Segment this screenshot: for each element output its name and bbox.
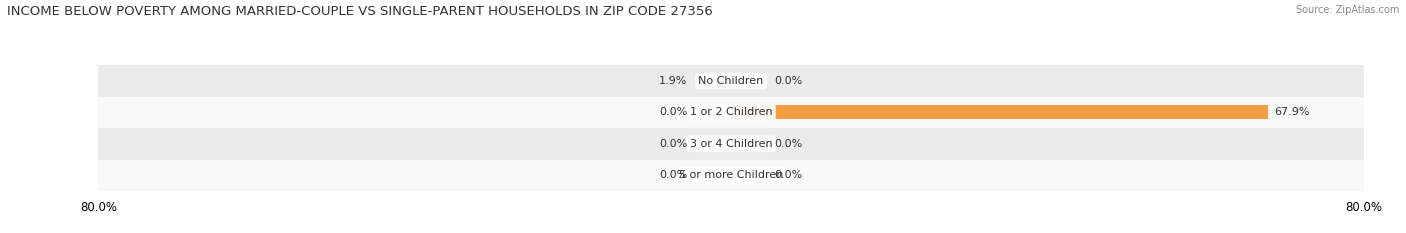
Text: 0.0%: 0.0% — [775, 139, 803, 149]
Text: 1.9%: 1.9% — [659, 76, 688, 86]
Text: 0.0%: 0.0% — [659, 107, 688, 117]
Text: 0.0%: 0.0% — [775, 170, 803, 180]
Bar — [98, 97, 1364, 128]
Bar — [98, 65, 1364, 97]
Bar — [98, 128, 1364, 160]
Bar — [716, 74, 731, 88]
Text: 0.0%: 0.0% — [659, 139, 688, 149]
Text: No Children: No Children — [699, 76, 763, 86]
Text: 1 or 2 Children: 1 or 2 Children — [690, 107, 772, 117]
Text: Source: ZipAtlas.com: Source: ZipAtlas.com — [1295, 5, 1399, 15]
Text: 67.9%: 67.9% — [1274, 107, 1310, 117]
Text: 3 or 4 Children: 3 or 4 Children — [690, 139, 772, 149]
Text: 0.0%: 0.0% — [659, 170, 688, 180]
Text: INCOME BELOW POVERTY AMONG MARRIED-COUPLE VS SINGLE-PARENT HOUSEHOLDS IN ZIP COD: INCOME BELOW POVERTY AMONG MARRIED-COUPL… — [7, 5, 713, 18]
Text: 5 or more Children: 5 or more Children — [679, 170, 783, 180]
Bar — [731, 105, 1268, 120]
Text: 0.0%: 0.0% — [775, 76, 803, 86]
Bar — [98, 160, 1364, 191]
